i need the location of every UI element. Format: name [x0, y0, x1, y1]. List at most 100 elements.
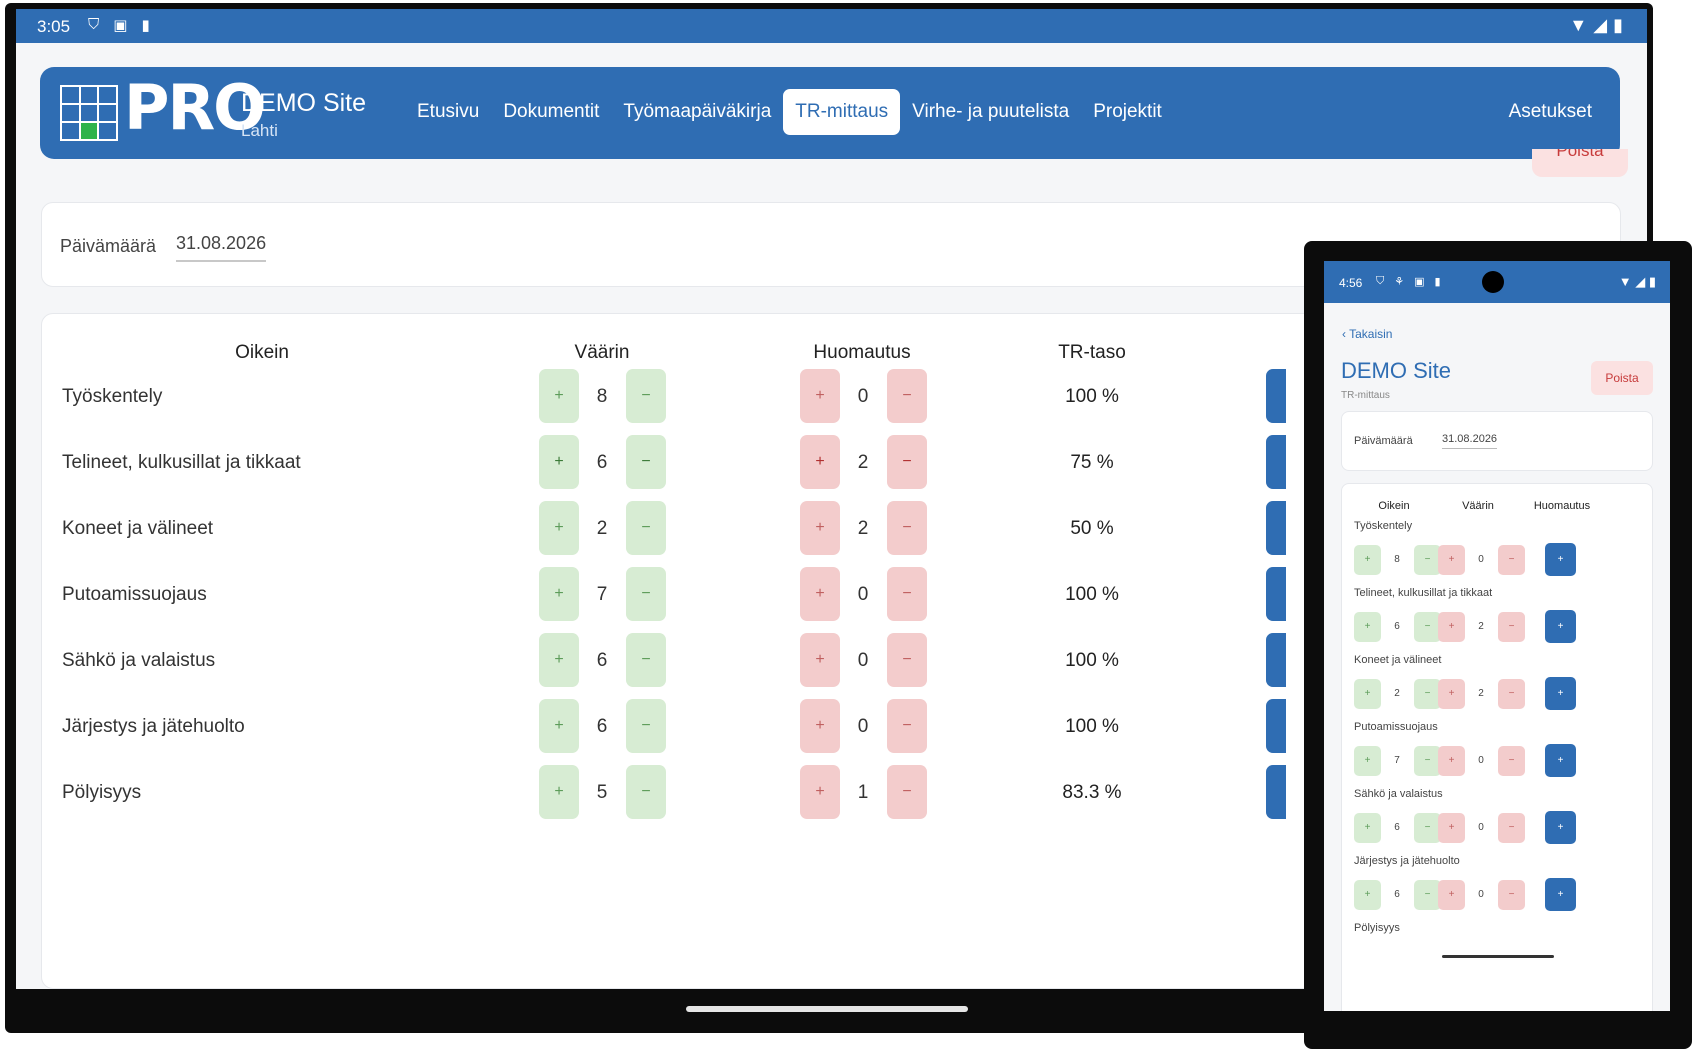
correct-count: 6: [596, 452, 608, 473]
note-minus-button[interactable]: −: [1498, 679, 1525, 709]
sd-card-icon: ▮: [141, 17, 150, 34]
delete-button[interactable]: Poista: [1532, 149, 1628, 177]
correct-minus-button[interactable]: −: [1414, 746, 1441, 776]
phone-status-time: 4:56: [1339, 276, 1363, 290]
note-count: 0: [857, 584, 869, 605]
usb-icon: ⚘: [1394, 276, 1405, 288]
nav-tr-mittaus[interactable]: TR-mittaus: [783, 89, 901, 135]
correct-plus-button[interactable]: +: [539, 369, 579, 423]
row-action-button[interactable]: [1266, 699, 1286, 753]
note-plus-button[interactable]: +: [800, 633, 840, 687]
note-minus-button[interactable]: −: [887, 699, 927, 753]
add-button[interactable]: +: [1545, 744, 1576, 777]
row-action-button[interactable]: [1266, 435, 1286, 489]
note-plus-button[interactable]: +: [800, 369, 840, 423]
note-plus-button[interactable]: +: [800, 567, 840, 621]
correct-plus-button[interactable]: +: [1354, 612, 1381, 642]
correct-plus-button[interactable]: +: [539, 567, 579, 621]
date-field[interactable]: 31.08.2026: [176, 233, 267, 262]
note-plus-button[interactable]: +: [800, 501, 840, 555]
phone-device: 4:56 ⛉ ⚘ ▣ ▮ ▼ ◢ ▮ ‹ Takaisin DEMO Site …: [1304, 241, 1692, 1049]
correct-plus-button[interactable]: +: [1354, 746, 1381, 776]
nav-virhe-ja-puutelista[interactable]: Virhe- ja puutelista: [912, 101, 1070, 122]
row-action-button[interactable]: [1266, 765, 1286, 819]
front-camera: [1482, 271, 1504, 293]
correct-minus-button[interactable]: −: [1414, 679, 1441, 709]
correct-plus-button[interactable]: +: [539, 699, 579, 753]
add-button[interactable]: +: [1545, 543, 1576, 576]
note-count: 0: [1478, 889, 1484, 900]
tablet-home-indicator[interactable]: [686, 1006, 968, 1012]
note-minus-button[interactable]: −: [887, 567, 927, 621]
correct-minus-button[interactable]: −: [626, 435, 666, 489]
add-button[interactable]: +: [1545, 811, 1576, 844]
note-minus-button[interactable]: −: [1498, 612, 1525, 642]
row-label: Pölyisyys: [1354, 922, 1400, 934]
correct-minus-button[interactable]: −: [1414, 880, 1441, 910]
signal-icon: ◢: [1593, 15, 1608, 35]
note-minus-button[interactable]: −: [1498, 746, 1525, 776]
row-label: Koneet ja välineet: [1354, 654, 1442, 666]
note-minus-button[interactable]: −: [887, 435, 927, 489]
phone-home-indicator[interactable]: [1442, 955, 1554, 958]
shield-icon: ⛉: [88, 16, 100, 33]
correct-plus-button[interactable]: +: [539, 633, 579, 687]
note-minus-button[interactable]: −: [887, 765, 927, 819]
add-button[interactable]: +: [1545, 677, 1576, 710]
note-plus-button[interactable]: +: [800, 435, 840, 489]
sd-card-icon: ▮: [1434, 276, 1441, 288]
back-link[interactable]: ‹ Takaisin: [1342, 327, 1392, 341]
note-minus-button[interactable]: −: [887, 633, 927, 687]
correct-plus-button[interactable]: +: [539, 765, 579, 819]
nav-dokumentit[interactable]: Dokumentit: [503, 101, 600, 122]
correct-minus-button[interactable]: −: [626, 567, 666, 621]
date-field[interactable]: 31.08.2026: [1442, 433, 1498, 449]
row-label: Työskentely: [62, 386, 163, 407]
correct-minus-button[interactable]: −: [626, 501, 666, 555]
note-minus-button[interactable]: −: [1498, 545, 1525, 575]
logo-grid-icon: [60, 85, 118, 141]
correct-minus-button[interactable]: −: [626, 765, 666, 819]
correct-minus-button[interactable]: −: [1414, 813, 1441, 843]
note-plus-button[interactable]: +: [1438, 545, 1465, 575]
note-count: 0: [857, 386, 869, 407]
correct-plus-button[interactable]: +: [539, 501, 579, 555]
correct-minus-button[interactable]: −: [626, 699, 666, 753]
row-action-button[interactable]: [1266, 567, 1286, 621]
correct-minus-button[interactable]: −: [626, 633, 666, 687]
note-plus-button[interactable]: +: [1438, 813, 1465, 843]
nav-asetukset[interactable]: Asetukset: [1508, 101, 1592, 122]
note-plus-button[interactable]: +: [1438, 612, 1465, 642]
correct-minus-button[interactable]: −: [1414, 545, 1441, 575]
site-city: Lahti: [241, 121, 278, 140]
row-action-button[interactable]: [1266, 501, 1286, 555]
correct-minus-button[interactable]: −: [1414, 612, 1441, 642]
note-minus-button[interactable]: −: [887, 501, 927, 555]
add-button[interactable]: +: [1545, 610, 1576, 643]
nav-tyomaapaivakirja[interactable]: Työmaapäiväkirja: [623, 101, 772, 122]
correct-plus-button[interactable]: +: [1354, 545, 1381, 575]
row-action-button[interactable]: [1266, 633, 1286, 687]
note-plus-button[interactable]: +: [800, 765, 840, 819]
note-plus-button[interactable]: +: [1438, 679, 1465, 709]
note-minus-button[interactable]: −: [1498, 880, 1525, 910]
note-minus-button[interactable]: −: [1498, 813, 1525, 843]
correct-plus-button[interactable]: +: [1354, 813, 1381, 843]
note-plus-button[interactable]: +: [1438, 880, 1465, 910]
nav-etusivu[interactable]: Etusivu: [417, 101, 480, 122]
correct-plus-button[interactable]: +: [1354, 679, 1381, 709]
note-plus-button[interactable]: +: [1438, 746, 1465, 776]
note-count: 2: [857, 452, 869, 473]
note-minus-button[interactable]: −: [887, 369, 927, 423]
nav-projektit[interactable]: Projektit: [1093, 101, 1162, 122]
correct-minus-button[interactable]: −: [626, 369, 666, 423]
correct-count: 8: [1394, 554, 1400, 565]
battery-icon: ▮: [1613, 15, 1623, 35]
correct-plus-button[interactable]: +: [539, 435, 579, 489]
correct-plus-button[interactable]: +: [1354, 880, 1381, 910]
phone-screen: 4:56 ⛉ ⚘ ▣ ▮ ▼ ◢ ▮ ‹ Takaisin DEMO Site …: [1324, 261, 1670, 1011]
add-button[interactable]: +: [1545, 878, 1576, 911]
row-action-button[interactable]: [1266, 369, 1286, 423]
delete-button[interactable]: Poista: [1591, 361, 1653, 395]
note-plus-button[interactable]: +: [800, 699, 840, 753]
